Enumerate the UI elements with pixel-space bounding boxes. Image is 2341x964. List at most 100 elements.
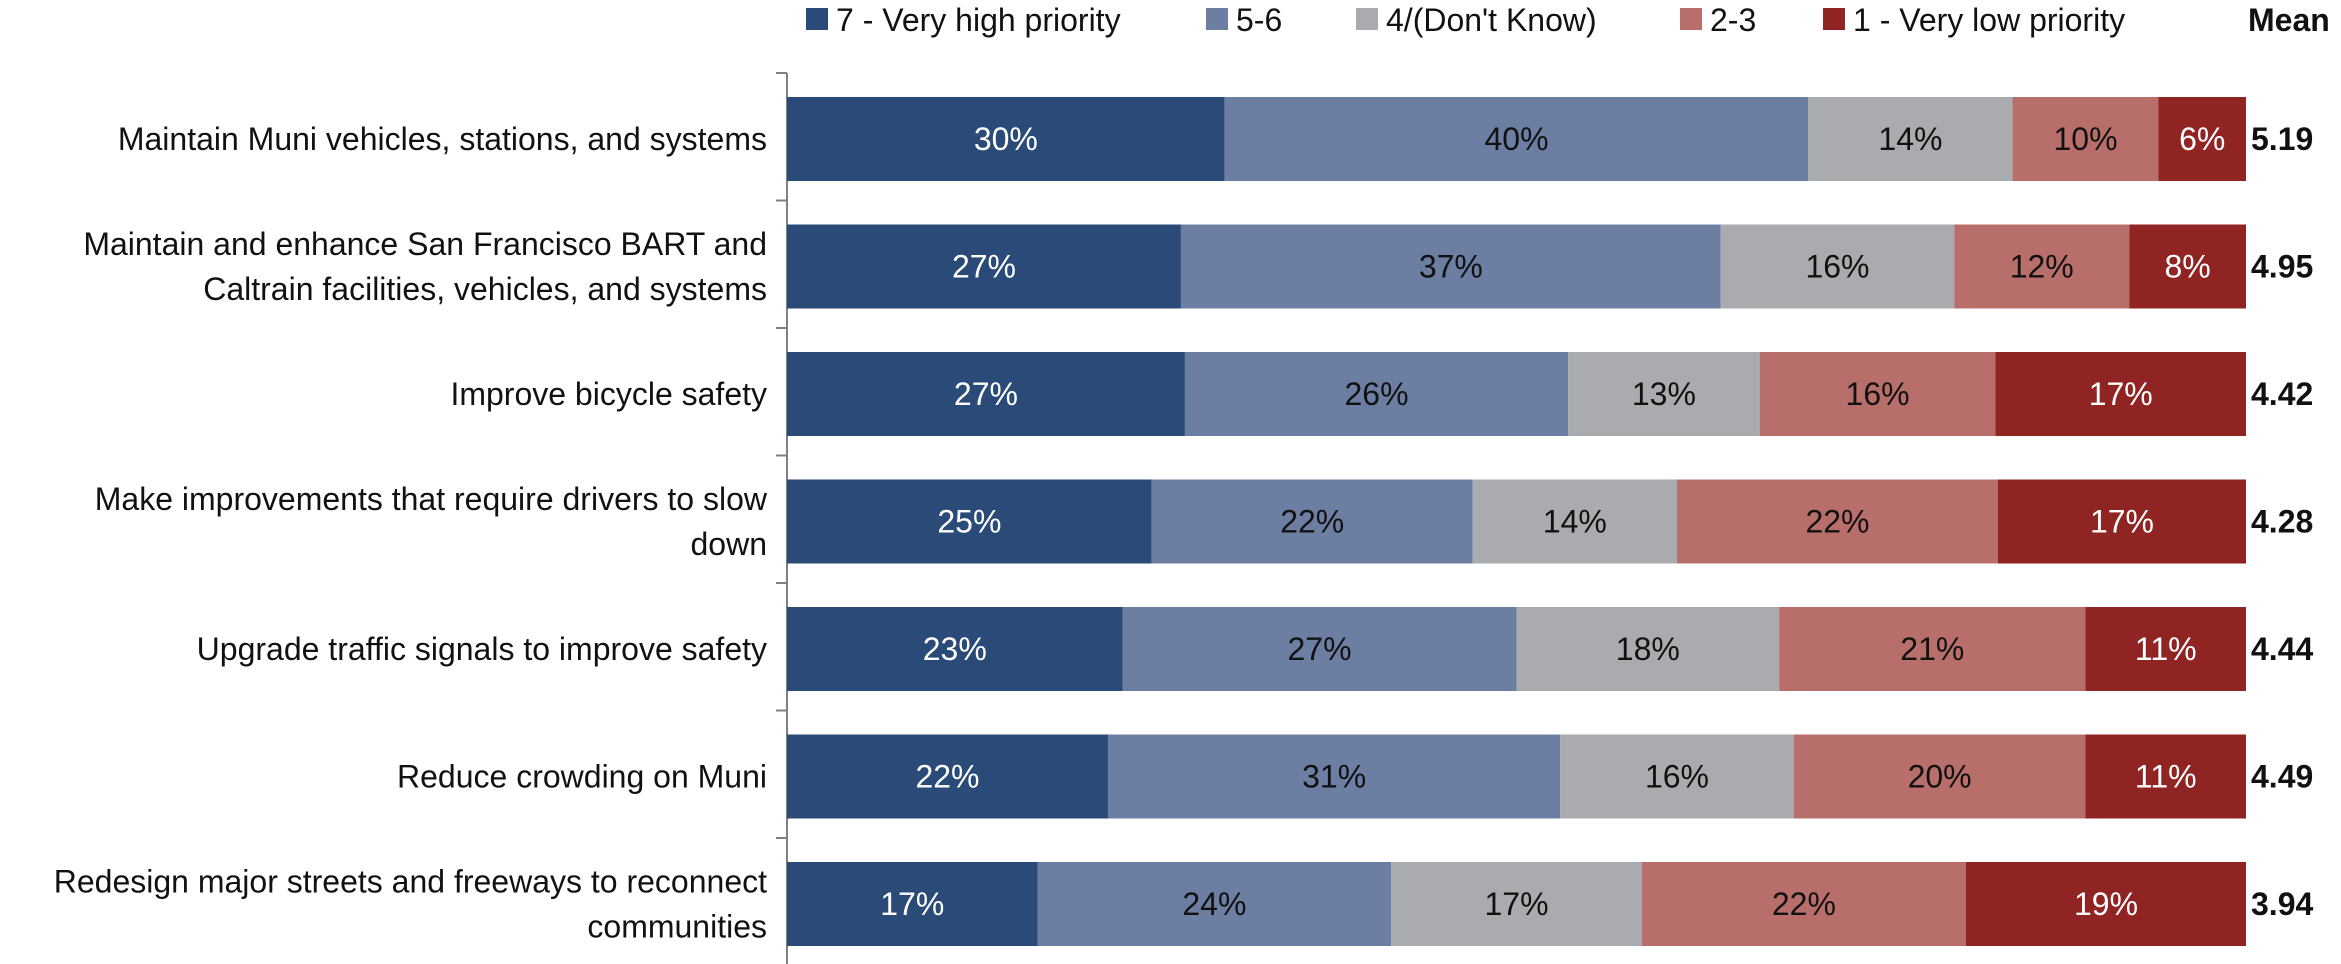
- legend-swatch: [1680, 8, 1702, 30]
- data-label: 37%: [1419, 249, 1483, 285]
- legend-swatch: [1206, 8, 1228, 30]
- y-axis: [776, 72, 788, 964]
- data-label: 17%: [880, 886, 944, 922]
- bar-segment: [1954, 224, 2130, 309]
- bar-segment: [2012, 97, 2159, 181]
- data-label: 11%: [2135, 631, 2197, 667]
- data-label: 25%: [937, 504, 1001, 540]
- data-label: 16%: [1846, 376, 1910, 412]
- bar-segment: [1808, 97, 2013, 181]
- bar-segment: [1793, 734, 2086, 819]
- legend-label: 1 - Very low priority: [1853, 2, 2125, 38]
- bar-segment: [1472, 479, 1677, 564]
- data-label: 17%: [2090, 504, 2154, 540]
- bar-segment: [1995, 352, 2246, 436]
- mean-value: 4.95: [2251, 249, 2313, 285]
- data-label: 27%: [954, 376, 1018, 412]
- data-label: 22%: [1772, 886, 1836, 922]
- bar-segment: [1037, 862, 1392, 946]
- category-label: Maintain Muni vehicles, stations, and sy…: [118, 121, 767, 157]
- bar-segment: [1516, 607, 1780, 691]
- bar-segment: [1641, 862, 1966, 946]
- data-label: 31%: [1302, 759, 1366, 795]
- bar-segment: [787, 479, 1152, 564]
- bar-segment: [1180, 224, 1721, 309]
- legend-label: 4/(Don't Know): [1386, 2, 1597, 38]
- category-label: Caltrain facilities, vehicles, and syste…: [203, 271, 767, 307]
- data-label: 40%: [1484, 121, 1548, 157]
- data-label: 18%: [1616, 631, 1680, 667]
- category-labels: Maintain Muni vehicles, stations, and sy…: [54, 121, 768, 945]
- category-label: down: [691, 526, 768, 562]
- mean-value: 4.44: [2251, 631, 2313, 667]
- data-label: 27%: [1288, 631, 1352, 667]
- legend-swatch: [1356, 8, 1378, 30]
- data-label: 17%: [2089, 376, 2153, 412]
- data-label: 11%: [2135, 759, 2197, 795]
- bar-segment: [1965, 862, 2246, 946]
- bar-segment: [1676, 479, 1998, 564]
- bar-segment: [1391, 862, 1642, 946]
- bar-segment: [2085, 734, 2246, 819]
- data-label: 10%: [2053, 121, 2117, 157]
- mean-header: Mean: [2248, 2, 2330, 38]
- legend-label: 2-3: [1710, 2, 1756, 38]
- data-label: 24%: [1182, 886, 1246, 922]
- data-label: 27%: [952, 249, 1016, 285]
- bar-segment: [1779, 607, 2086, 691]
- mean-column: 5.19 4.95 4.42 4.28 4.44 4.49 3.94: [2251, 121, 2313, 922]
- bar-segment: [1122, 607, 1517, 691]
- legend: 7 - Very high priority 5-6 4/(Don't Know) 2…: [806, 2, 2330, 38]
- category-label: Redesign major streets and freeways to r…: [54, 864, 767, 900]
- data-label: 26%: [1344, 376, 1408, 412]
- bar-segment: [1184, 352, 1569, 436]
- bar-segment: [1997, 479, 2246, 564]
- category-label: Make improvements that require drivers t…: [95, 481, 768, 517]
- bar-segment: [787, 224, 1181, 309]
- legend-label: 7 - Very high priority: [836, 2, 1121, 38]
- data-label: 19%: [2074, 886, 2138, 922]
- data-label: 17%: [1484, 886, 1548, 922]
- data-label: 22%: [1805, 504, 1869, 540]
- bar-segment: [1759, 352, 1996, 436]
- bar-segment: [2158, 97, 2246, 181]
- legend-swatch: [806, 8, 828, 30]
- bars: 30% 40% 14% 10% 6% 27% 37% 16% 12% 8% 27% 26% 13% 16%…: [787, 97, 2246, 946]
- data-label: 6%: [2179, 121, 2225, 157]
- data-label: 22%: [915, 759, 979, 795]
- mean-value: 4.28: [2251, 504, 2313, 540]
- data-label: 22%: [1280, 504, 1344, 540]
- data-label: 14%: [1543, 504, 1607, 540]
- category-label: Reduce crowding on Muni: [397, 759, 767, 795]
- bar-segment: [787, 734, 1108, 819]
- bar-segment: [1224, 97, 1809, 181]
- category-label: Maintain and enhance San Francisco BART …: [83, 226, 767, 262]
- bar-segment: [2085, 607, 2246, 691]
- data-label: 8%: [2165, 249, 2211, 285]
- bar-segment: [2129, 224, 2246, 309]
- category-label: Upgrade traffic signals to improve safet…: [197, 631, 767, 667]
- bar-segment: [1720, 224, 1955, 309]
- mean-value: 4.42: [2251, 376, 2313, 412]
- category-label: communities: [587, 909, 767, 945]
- bar-segment: [787, 97, 1225, 181]
- bar-segment: [1560, 734, 1794, 819]
- mean-value: 4.49: [2251, 759, 2313, 795]
- bar-segment: [787, 352, 1185, 436]
- mean-value: 3.94: [2251, 886, 2313, 922]
- data-label: 14%: [1878, 121, 1942, 157]
- bar-segment: [787, 862, 1038, 946]
- bar-segment: [1151, 479, 1473, 564]
- data-label: 30%: [974, 121, 1038, 157]
- data-label: 16%: [1805, 249, 1869, 285]
- legend-swatch: [1823, 8, 1845, 30]
- category-label: Improve bicycle safety: [450, 376, 767, 412]
- data-label: 20%: [1908, 759, 1972, 795]
- bar-segment: [787, 607, 1123, 691]
- legend-label: 5-6: [1236, 2, 1282, 38]
- data-label: 16%: [1645, 759, 1709, 795]
- bar-segment: [1107, 734, 1561, 819]
- data-label: 13%: [1632, 376, 1696, 412]
- data-label: 12%: [2010, 249, 2074, 285]
